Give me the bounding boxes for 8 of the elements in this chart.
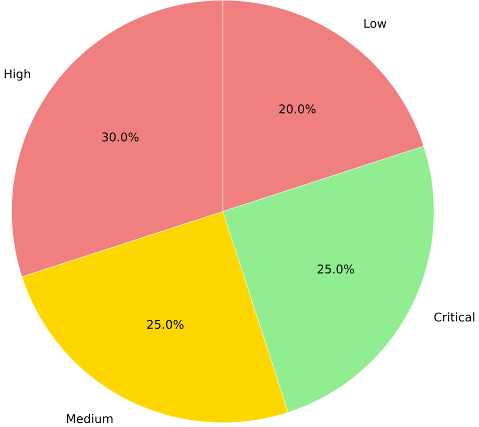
data-label: 20.0% xyxy=(279,104,316,114)
slice-label: Medium xyxy=(67,414,112,424)
slice-label: Low xyxy=(364,19,386,28)
slice-label: Critical xyxy=(434,312,474,322)
data-label: 25.0% xyxy=(147,320,184,330)
data-label: 25.0% xyxy=(318,264,354,274)
data-label: 30.0% xyxy=(102,132,139,142)
slice-label: High xyxy=(4,69,30,81)
